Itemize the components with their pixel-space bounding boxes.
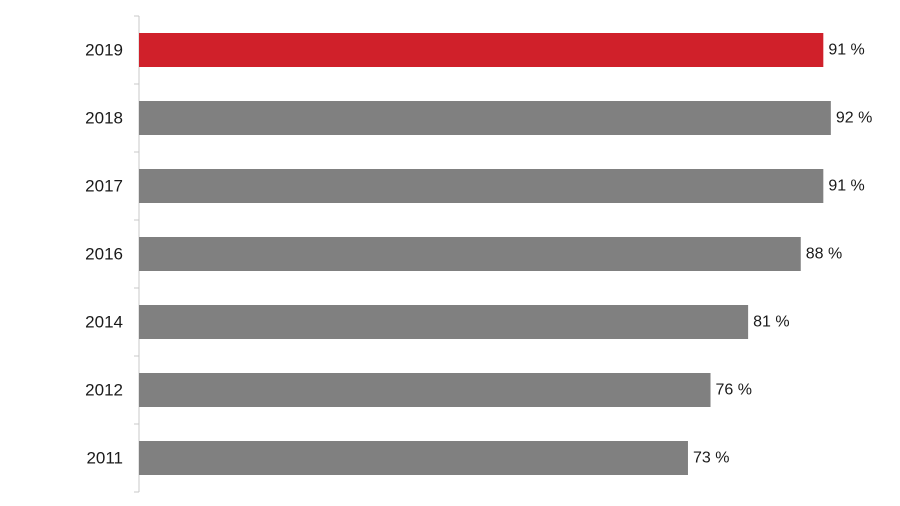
bar-2018 [139,101,831,135]
bar-2017 [139,169,824,203]
bar-2011 [139,441,688,475]
value-label-2012: 76 % [716,382,752,399]
category-label-2017: 2017 [85,177,123,196]
value-label-2017: 91 % [828,178,864,195]
category-label-2012: 2012 [85,381,123,400]
value-label-2019: 91 % [828,42,864,59]
value-labels: 91 % 92 % 91 % 88 % 81 % 76 % 73 % [693,42,872,467]
category-label-2018: 2018 [85,109,123,128]
bar-2019 [139,33,824,67]
bar-2016 [139,237,801,271]
category-labels: 2019 2018 2017 2016 2014 2012 2011 [85,41,123,468]
category-label-2011: 2011 [86,449,123,468]
bars-group [139,33,831,475]
value-label-2016: 88 % [806,246,842,263]
category-label-2019: 2019 [85,41,123,60]
value-label-2018: 92 % [836,110,872,127]
value-label-2014: 81 % [753,314,789,331]
category-label-2014: 2014 [85,313,123,332]
bar-2014 [139,305,749,339]
value-label-2011: 73 % [693,450,729,467]
bar-2012 [139,373,711,407]
axis-ticks [134,15,139,493]
category-label-2016: 2016 [85,245,123,264]
